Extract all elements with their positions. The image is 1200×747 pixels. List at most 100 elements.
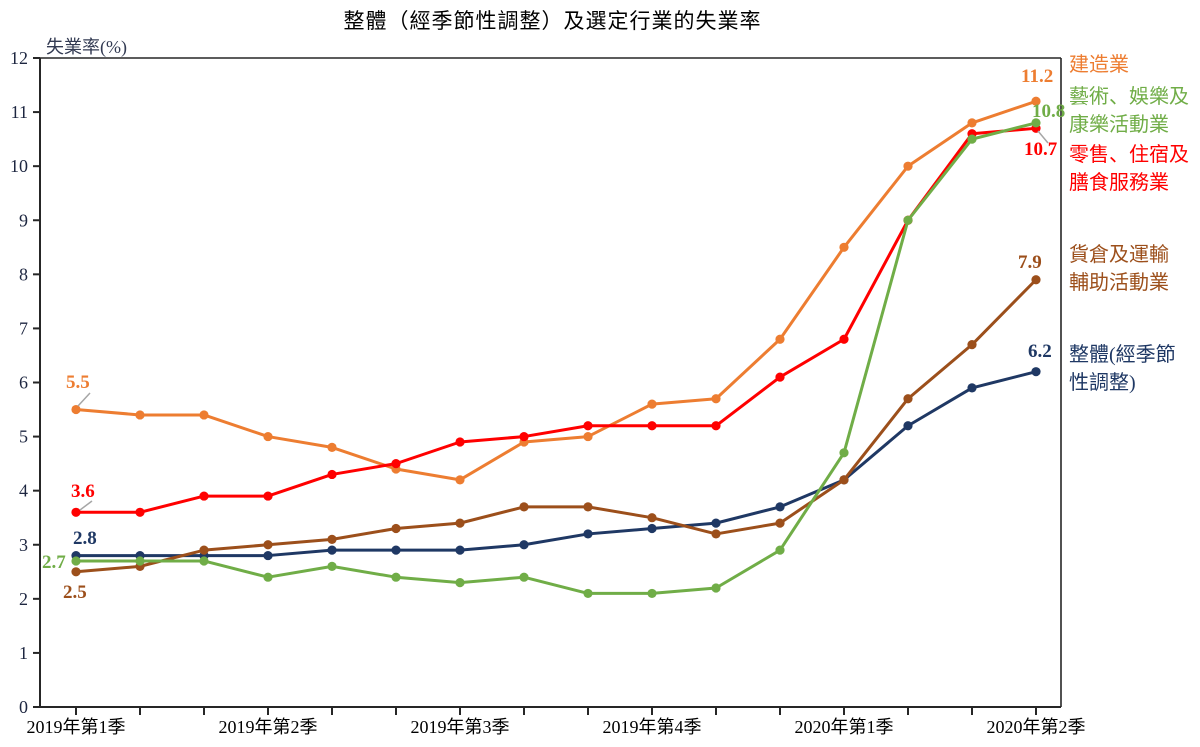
legend-label-line: 建造業 xyxy=(1069,54,1129,76)
data-point-overall-seasonally-adjusted xyxy=(455,545,465,555)
data-point-overall-seasonally-adjusted xyxy=(391,545,401,555)
data-point-construction xyxy=(647,399,657,409)
series-line-overall-seasonally-adjusted xyxy=(76,370,1037,558)
data-point-overall-seasonally-adjusted xyxy=(1031,367,1041,377)
data-point-overall-seasonally-adjusted xyxy=(967,383,977,393)
data-point-arts-entertainment-recreation xyxy=(327,561,337,571)
x-tick-label: 2019年第1季 xyxy=(27,717,126,737)
data-point-construction xyxy=(1031,96,1041,106)
data-point-warehousing-transport-support xyxy=(455,518,465,528)
series-line-retail-accommodation-food xyxy=(76,126,1037,514)
data-point-construction xyxy=(839,242,849,252)
series-line-arts-entertainment-recreation xyxy=(76,121,1037,595)
y-tick-label: 0 xyxy=(19,697,28,717)
legend-label-line: 貨倉及運輸 xyxy=(1069,244,1169,266)
chart-title: 整體（經季節性調整）及選定行業的失業率 xyxy=(343,9,762,33)
data-point-retail-accommodation-food xyxy=(519,431,529,442)
legend-label-line: 整體(經季節 xyxy=(1069,344,1176,366)
y-tick-label: 12 xyxy=(10,48,28,68)
legend-label-line: 藝術、娛樂及 xyxy=(1069,86,1189,108)
legend-label-line: 膳食服務業 xyxy=(1069,172,1169,194)
y-tick-label: 9 xyxy=(19,210,28,230)
data-point-arts-entertainment-recreation xyxy=(519,572,529,582)
legend-item-warehousing-transport-support: 貨倉及運輸輔助活動業 xyxy=(1069,241,1169,297)
data-point-arts-entertainment-recreation xyxy=(391,572,401,582)
data-point-warehousing-transport-support xyxy=(903,394,913,404)
data-point-arts-entertainment-recreation xyxy=(711,583,721,593)
data-point-overall-seasonally-adjusted xyxy=(263,550,273,561)
end-value-label-overall-seasonally-adjusted: 6.2 xyxy=(1028,341,1052,362)
data-point-warehousing-transport-support xyxy=(1031,275,1041,285)
y-tick-label: 2 xyxy=(19,589,28,609)
start-value-label-construction: 5.5 xyxy=(66,372,90,393)
start-value-label-overall-seasonally-adjusted: 2.8 xyxy=(73,528,97,549)
data-point-arts-entertainment-recreation xyxy=(775,545,785,555)
end-value-label-construction: 11.2 xyxy=(1021,66,1053,87)
data-point-retail-accommodation-food xyxy=(199,491,209,501)
data-point-arts-entertainment-recreation xyxy=(71,556,81,566)
data-point-warehousing-transport-support xyxy=(519,502,529,512)
data-point-arts-entertainment-recreation xyxy=(647,588,657,599)
data-point-retail-accommodation-food xyxy=(647,421,657,431)
data-point-arts-entertainment-recreation xyxy=(967,134,977,144)
legend-item-retail-accommodation-food: 零售、住宿及 膳食服務業 xyxy=(1069,141,1189,197)
data-point-retail-accommodation-food xyxy=(263,491,273,501)
y-tick-label: 1 xyxy=(19,643,28,663)
start-value-label-arts-entertainment-recreation: 2.7 xyxy=(42,552,66,573)
data-point-overall-seasonally-adjusted xyxy=(775,502,785,512)
data-point-construction xyxy=(711,394,721,404)
data-point-construction xyxy=(327,442,337,452)
data-point-retail-accommodation-food xyxy=(135,507,145,517)
end-value-label-retail-accommodation-food: 10.7 xyxy=(1024,139,1058,160)
data-point-overall-seasonally-adjusted xyxy=(327,545,337,555)
label-leader-line xyxy=(1037,130,1049,144)
y-tick-label: 11 xyxy=(11,102,28,122)
data-point-overall-seasonally-adjusted xyxy=(647,523,657,534)
data-point-overall-seasonally-adjusted xyxy=(519,540,529,550)
data-point-construction xyxy=(199,410,209,420)
x-tick-label: 2020年第1季 xyxy=(795,717,894,737)
data-point-retail-accommodation-food xyxy=(583,421,593,431)
data-point-warehousing-transport-support xyxy=(711,529,721,539)
data-point-construction xyxy=(71,404,81,415)
x-tick-label: 2020年第2季 xyxy=(987,717,1086,737)
y-tick-label: 4 xyxy=(19,481,28,501)
series-line-construction xyxy=(75,99,1037,482)
legend-item-overall-seasonally-adjusted: 整體(經季節 性調整) xyxy=(1069,341,1176,397)
label-leader-line xyxy=(77,392,91,407)
data-point-arts-entertainment-recreation xyxy=(1031,118,1041,128)
data-point-warehousing-transport-support xyxy=(391,523,401,534)
y-tick-label: 5 xyxy=(19,427,28,447)
x-tick-label: 2019年第3季 xyxy=(411,717,510,737)
series-line-warehousing-transport-support xyxy=(75,278,1038,574)
data-point-arts-entertainment-recreation xyxy=(455,578,465,588)
data-point-retail-accommodation-food xyxy=(775,372,785,382)
data-point-construction xyxy=(263,431,273,442)
data-point-arts-entertainment-recreation xyxy=(263,572,273,582)
data-point-arts-entertainment-recreation xyxy=(839,448,849,458)
data-point-retail-accommodation-food xyxy=(327,469,337,480)
legend-label-line: 輔助活動業 xyxy=(1069,272,1169,294)
data-point-retail-accommodation-food xyxy=(71,507,81,517)
end-value-label-warehousing-transport-support: 7.9 xyxy=(1018,252,1042,273)
y-tick-label: 8 xyxy=(19,264,28,284)
data-point-arts-entertainment-recreation xyxy=(583,588,593,599)
data-point-warehousing-transport-support xyxy=(967,340,977,350)
data-point-construction xyxy=(583,431,593,442)
data-point-arts-entertainment-recreation xyxy=(199,556,209,566)
label-leader-line xyxy=(79,500,93,511)
data-point-construction xyxy=(775,334,785,344)
y-tick-label: 10 xyxy=(10,156,28,176)
x-tick-label: 2019年第2季 xyxy=(219,717,318,737)
y-tick-label: 6 xyxy=(19,373,28,393)
data-point-arts-entertainment-recreation xyxy=(135,556,145,566)
data-point-overall-seasonally-adjusted xyxy=(903,421,913,431)
y-tick-label: 7 xyxy=(19,318,28,338)
data-point-warehousing-transport-support xyxy=(263,540,273,550)
data-point-retail-accommodation-food xyxy=(391,459,401,469)
data-point-construction xyxy=(903,161,913,171)
data-point-construction xyxy=(967,118,977,128)
y-axis-title: 失業率(%) xyxy=(46,37,127,57)
